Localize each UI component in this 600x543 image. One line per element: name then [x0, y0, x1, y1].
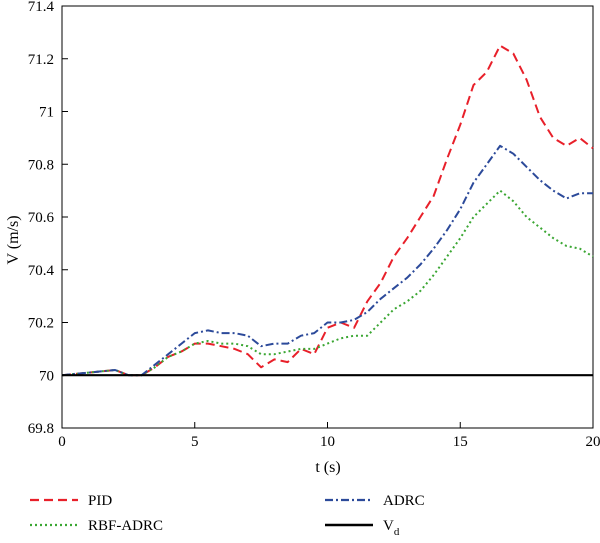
legend-item: Vd	[325, 518, 400, 538]
y-tick-label: 71.4	[28, 0, 55, 15]
plot-border	[61, 5, 594, 429]
series-line-adrc	[61, 144, 593, 377]
x-tick-label: 15	[453, 434, 468, 450]
y-tick-label: 70.4	[28, 263, 55, 279]
x-tick-label: 10	[320, 434, 335, 450]
y-tick-label: 70.8	[28, 157, 54, 173]
series-layer	[61, 44, 594, 377]
y-tick-label: 69.8	[28, 421, 54, 437]
legend-label: Vd	[383, 518, 400, 538]
legend: PID RBF-ADRC ADRC Vd	[30, 493, 425, 538]
y-tick-label: 71.2	[28, 52, 54, 68]
legend-item: ADRC	[325, 493, 425, 509]
series-line-pid	[61, 44, 594, 377]
legend-label: PID	[88, 493, 112, 509]
legend-item: RBF-ADRC	[30, 518, 163, 534]
y-tick-label: 70	[39, 368, 54, 384]
legend-label: RBF-ADRC	[88, 518, 163, 534]
ticks-layer: 0 5 10 15 20 69.8 70 70.2 70.4 70.6 70.8 71 71.2 71.4	[28, 0, 600, 450]
series-line-rbf-adrc	[61, 189, 594, 377]
y-tick-label: 71	[39, 105, 54, 121]
x-tick-label: 20	[586, 434, 600, 450]
x-axis-label: t (s)	[315, 459, 340, 476]
legend-label: ADRC	[383, 493, 425, 509]
x-tick-label: 5	[191, 434, 199, 450]
y-tick-label: 70.6	[28, 210, 55, 226]
plot-frame	[61, 5, 594, 429]
legend-item: PID	[30, 493, 112, 509]
x-tick-label: 0	[58, 434, 66, 450]
y-axis-label: V (m/s)	[5, 215, 22, 264]
y-tick-label: 70.2	[28, 316, 54, 332]
